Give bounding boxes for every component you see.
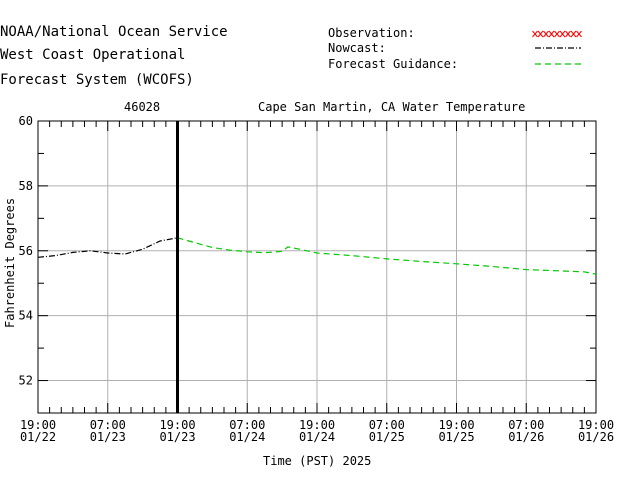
header-line-1: NOAA/National Ocean Service	[0, 24, 228, 40]
nowcast-line	[37, 237, 178, 258]
tick-labels: 19:0001/2207:0001/2319:0001/2307:0001/24…	[19, 114, 615, 444]
legend-forecast-label: Forecast Guidance:	[328, 57, 459, 71]
x-tick-time-label: 19:00	[299, 418, 335, 432]
forecast-line	[177, 237, 597, 275]
legend-observation-marker	[576, 30, 582, 38]
y-tick-label: 58	[19, 179, 33, 193]
axis-ticks	[37, 120, 597, 414]
series-lines	[37, 237, 597, 275]
plot-frame	[37, 120, 597, 414]
x-axis-label: Time (PST) 2025	[263, 454, 372, 468]
header-line-3: Forecast System (WCOFS)	[0, 72, 194, 88]
legend-observation-marker	[570, 30, 577, 38]
x-tick-date-label: 01/25	[369, 430, 405, 444]
x-tick-time-label: 07:00	[508, 418, 544, 432]
y-tick-label: 54	[19, 309, 33, 323]
x-tick-time-label: 19:00	[159, 418, 195, 432]
legend-symbols	[532, 30, 582, 65]
legend-observation-marker	[532, 30, 538, 38]
legend-observation-marker	[548, 30, 555, 38]
x-tick-date-label: 01/23	[90, 430, 126, 444]
grid-lines	[38, 121, 596, 413]
y-tick-label: 52	[19, 374, 33, 388]
chart-title: Cape San Martin, CA Water Temperature	[258, 100, 526, 114]
station-id: 46028	[124, 100, 161, 114]
x-tick-date-label: 01/24	[229, 430, 265, 444]
legend-observation-marker	[565, 30, 571, 38]
y-tick-label: 60	[19, 114, 33, 128]
x-tick-time-label: 19:00	[20, 418, 56, 432]
x-tick-time-label: 19:00	[438, 418, 474, 432]
legend-observation-label: Observation:	[328, 26, 415, 40]
legend-nowcast-label: Nowcast:	[328, 41, 386, 55]
x-tick-time-label: 07:00	[229, 418, 265, 432]
x-tick-date-label: 01/25	[438, 430, 474, 444]
legend-observation-marker	[554, 30, 560, 38]
header-line-2: West Coast Operational	[0, 47, 186, 63]
x-tick-date-label: 01/24	[299, 430, 335, 444]
legend-observation-marker	[543, 30, 549, 38]
x-tick-date-label: 01/22	[20, 430, 56, 444]
x-tick-time-label: 07:00	[369, 418, 405, 432]
x-tick-time-label: 07:00	[90, 418, 126, 432]
x-tick-time-label: 19:00	[578, 418, 614, 432]
legend-observation-marker	[559, 30, 566, 38]
legend-observation-marker	[537, 30, 544, 38]
x-tick-date-label: 01/23	[159, 430, 195, 444]
x-tick-date-label: 01/26	[578, 430, 614, 444]
x-tick-date-label: 01/26	[508, 430, 544, 444]
y-tick-label: 56	[19, 244, 33, 258]
